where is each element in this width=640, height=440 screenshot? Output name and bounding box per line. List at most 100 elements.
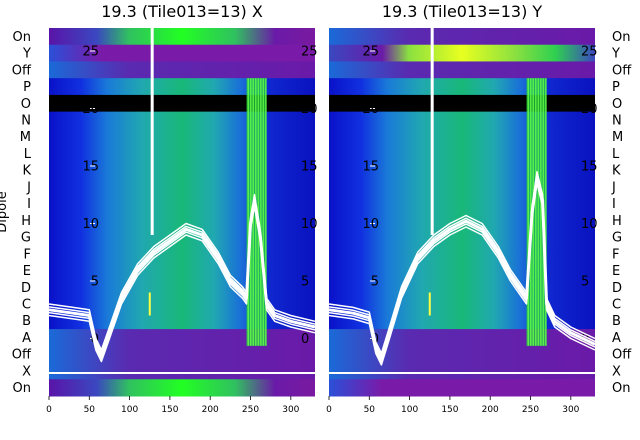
overlay-ytick-label-right: 5 [301, 275, 309, 290]
overlay-ytick-label-right: 5 [581, 275, 589, 290]
row-label: On [13, 30, 31, 45]
heat-row-16 [329, 295, 595, 313]
green-streak [260, 78, 262, 346]
overlay-ytick-label: 10 [362, 217, 379, 232]
x-tick-label: 250 [522, 405, 539, 415]
chart-title: 19.3 (Tile013=13) Y [382, 2, 543, 21]
heat-row-15 [49, 278, 315, 297]
heat-row-10 [329, 195, 595, 213]
row-label: M [20, 130, 31, 145]
row-label: G [21, 231, 31, 246]
row-label: O [21, 97, 31, 112]
x-tick-label: 0 [326, 405, 332, 415]
overlay-ytick-label: 5 [91, 275, 99, 290]
overlay-ytick-label: 15 [362, 160, 379, 175]
heat-row-14 [329, 262, 595, 280]
row-label: E [612, 264, 620, 279]
row-label: Off [612, 63, 632, 78]
row-label: Off [12, 63, 32, 78]
overlay-ytick-label-right: 10 [301, 217, 318, 232]
x-tick-label: 50 [84, 405, 96, 415]
row-label: E [23, 264, 31, 279]
heat-row-3 [49, 78, 315, 96]
green-streak [535, 78, 537, 346]
panel-y: OnYOffPONMLKJIHGFEDCBAOffXOn051015202505… [326, 2, 632, 415]
heat-row-21 [49, 379, 315, 397]
row-label: G [612, 231, 622, 246]
heat-row-10 [49, 195, 315, 213]
x-tick-label: 200 [482, 405, 499, 415]
row-label: A [612, 331, 621, 346]
overlay-curve [48, 194, 316, 351]
x-tick-label: 300 [282, 405, 299, 415]
row-label: M [612, 130, 623, 145]
x-tick-label: 150 [441, 405, 458, 415]
overlay-ytick-label-right: 10 [581, 217, 598, 232]
overlay-curve [328, 171, 596, 355]
overlay-ytick-label-right: 25 [581, 45, 598, 60]
x-tick-label: 50 [364, 405, 376, 415]
overlay-ytick-label: 20 [362, 102, 379, 117]
heat-row-20 [49, 362, 315, 380]
row-label: I [612, 197, 616, 212]
x-tick-label: 150 [161, 405, 178, 415]
y-axis-label: Dipole [0, 191, 10, 232]
row-label: C [612, 298, 621, 313]
overlay-ytick-label-right: 15 [581, 160, 598, 175]
row-label: N [21, 114, 31, 129]
x-tick-label: 100 [121, 405, 138, 415]
row-label: H [612, 214, 622, 229]
row-label: Y [611, 47, 620, 62]
overlay-ytick-label: 15 [82, 160, 99, 175]
panel-x: OnYOffPONMLKJIHGFEDCBAOffXOn051015202505… [0, 2, 318, 415]
heat-row-18 [329, 329, 595, 347]
row-label: On [612, 381, 630, 396]
overlay-ytick-label-right: 0 [301, 332, 309, 347]
heat-row-0 [49, 28, 315, 46]
row-label: B [612, 314, 621, 329]
overlay-ytick-label: 25 [362, 45, 379, 60]
row-label: D [21, 281, 31, 296]
heat-row-15 [329, 278, 595, 297]
row-label: L [612, 147, 620, 162]
row-label: F [612, 247, 619, 262]
row-label: Y [22, 47, 31, 62]
row-label: X [22, 364, 31, 379]
x-tick-label: 300 [562, 405, 579, 415]
green-streak [262, 78, 265, 346]
row-label: P [23, 80, 31, 95]
overlay-ytick-label: 20 [82, 102, 99, 117]
x-tick-label: 0 [46, 405, 52, 415]
row-label: B [22, 314, 31, 329]
row-label: L [24, 147, 32, 162]
green-streak [265, 78, 267, 346]
row-label: J [611, 180, 616, 195]
green-streak [257, 78, 260, 346]
heat-row-20 [329, 362, 595, 380]
overlay-ytick-label: 10 [82, 217, 99, 232]
green-streak [247, 78, 249, 346]
row-label: O [612, 97, 622, 112]
heat-row-6 [329, 128, 595, 146]
row-label: On [13, 381, 31, 396]
heat-row-19 [49, 345, 315, 364]
x-tick-label: 250 [242, 405, 259, 415]
x-tick-label: 200 [202, 405, 219, 415]
heat-row-13 [49, 245, 315, 263]
heat-row-6 [49, 128, 315, 146]
chart-title: 19.3 (Tile013=13) X [101, 2, 263, 21]
overlay-ytick-label: 5 [371, 275, 379, 290]
heat-row-19 [329, 345, 595, 364]
row-label: X [612, 364, 621, 379]
green-streak [545, 78, 547, 346]
row-label: Off [612, 348, 632, 363]
heat-row-9 [49, 178, 315, 196]
heat-row-2 [49, 61, 315, 79]
row-label: I [27, 197, 31, 212]
row-label: A [22, 331, 31, 346]
heat-row-13 [329, 245, 595, 263]
row-label: K [612, 164, 621, 179]
x-tick-label: 100 [401, 405, 418, 415]
row-label: C [22, 298, 31, 313]
overlay-ytick-label-right: 20 [301, 102, 318, 117]
